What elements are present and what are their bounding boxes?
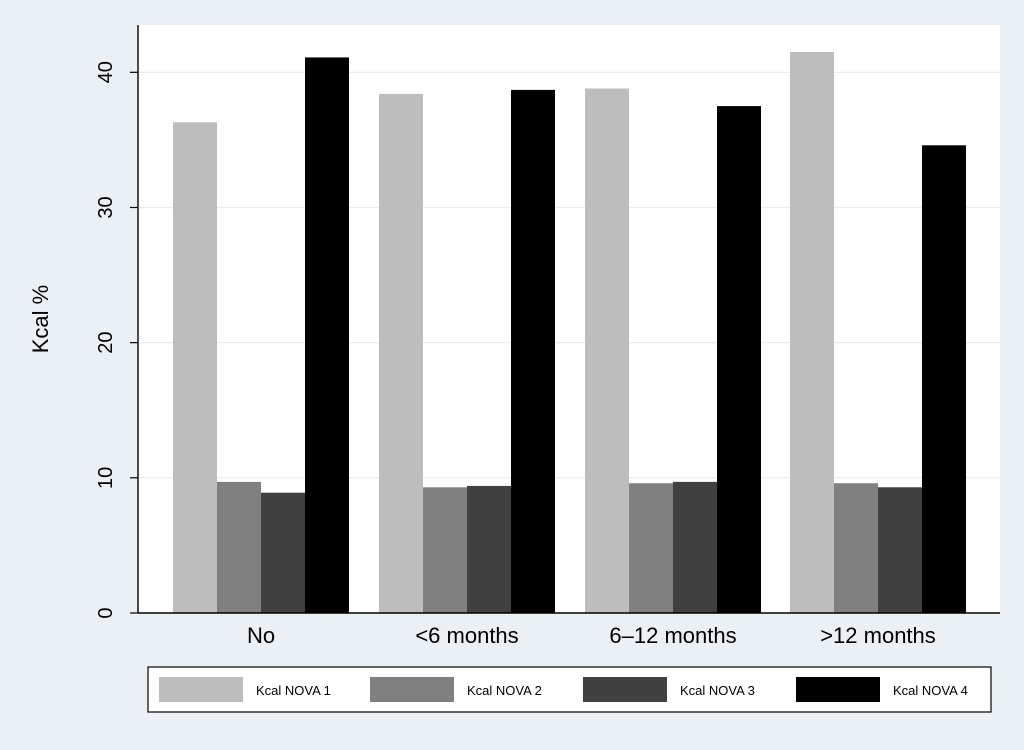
bar-2-3 <box>717 106 761 613</box>
x-tick-label-0: No <box>247 623 275 648</box>
bars <box>173 52 966 614</box>
x-tick-label-2: 6–12 months <box>609 623 736 648</box>
y-tick-label-2: 20 <box>95 332 117 354</box>
legend-swatch-2 <box>583 677 667 702</box>
x-tick-label-1: <6 months <box>415 623 518 648</box>
bar-3-3 <box>922 145 966 613</box>
bar-0-3 <box>305 57 349 613</box>
y-tick-label-0: 0 <box>95 607 117 618</box>
bar-0-2 <box>261 492 305 613</box>
bar-1-1 <box>423 487 467 613</box>
y-tick-label-3: 30 <box>95 196 117 218</box>
bar-1-2 <box>467 485 511 613</box>
bar-1-0 <box>379 93 423 613</box>
legend-swatch-0 <box>159 677 243 702</box>
y-tick-label-4: 40 <box>95 61 117 83</box>
bar-3-0 <box>790 52 834 613</box>
bar-0-0 <box>173 122 217 614</box>
bar-3-1 <box>834 483 878 613</box>
axes: 0 10 20 30 40 No <6 months 6–12 months >12 month… <box>95 25 1000 648</box>
legend-label-1: Kcal NOVA 2 <box>467 683 542 698</box>
legend-label-2: Kcal NOVA 3 <box>680 683 755 698</box>
bar-0-1 <box>217 481 261 613</box>
legend-label-0: Kcal NOVA 1 <box>256 683 331 698</box>
bar-2-1 <box>629 483 673 613</box>
bar-1-3 <box>511 89 555 614</box>
y-axis-title: Kcal % <box>28 285 53 353</box>
y-tick-label-1: 10 <box>95 467 117 489</box>
legend-swatch-1 <box>370 677 454 702</box>
bar-2-0 <box>585 88 629 614</box>
grid-lines <box>138 71 1000 479</box>
bar-2-2 <box>673 481 717 613</box>
legend: Kcal NOVA 1 Kcal NOVA 2 Kcal NOVA 3 Kcal NO… <box>147 666 992 713</box>
bar-3-2 <box>878 487 922 613</box>
x-tick-label-3: >12 months <box>820 623 936 648</box>
legend-label-3: Kcal NOVA 4 <box>893 683 968 698</box>
legend-swatch-3 <box>796 677 880 702</box>
